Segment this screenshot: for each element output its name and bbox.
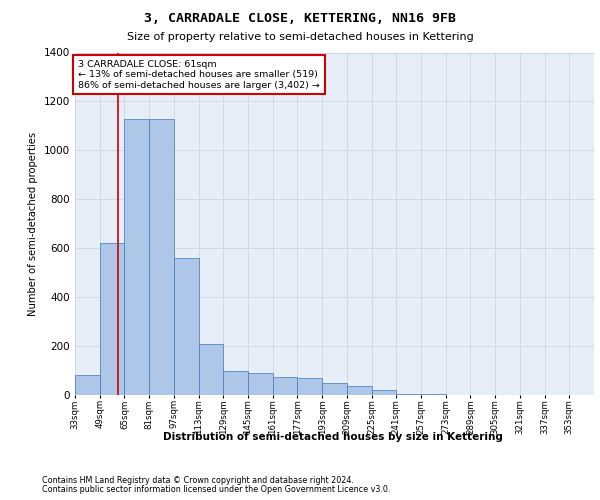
Bar (100, 244, 124, 395)
Text: Size of property relative to semi-detached houses in Kettering: Size of property relative to semi-detach… (127, 32, 473, 42)
Bar (396, 394, 421, 395)
Bar (322, 383, 347, 395)
Bar (421, 394, 446, 395)
Bar (273, 376, 298, 395)
Bar (149, 118, 174, 395)
Text: 3, CARRADALE CLOSE, KETTERING, NN16 9FB: 3, CARRADALE CLOSE, KETTERING, NN16 9FB (144, 12, 456, 26)
Bar (223, 370, 248, 395)
Text: Contains HM Land Registry data © Crown copyright and database right 2024.: Contains HM Land Registry data © Crown c… (42, 476, 354, 485)
Text: Distribution of semi-detached houses by size in Kettering: Distribution of semi-detached houses by … (163, 432, 503, 442)
Y-axis label: Number of semi-detached properties: Number of semi-detached properties (28, 132, 38, 316)
Bar (75, 376, 100, 395)
Text: 3 CARRADALE CLOSE: 61sqm
← 13% of semi-detached houses are smaller (519)
86% of : 3 CARRADALE CLOSE: 61sqm ← 13% of semi-d… (78, 60, 320, 90)
Bar (124, 118, 149, 395)
Bar (199, 344, 223, 395)
Text: Contains public sector information licensed under the Open Government Licence v3: Contains public sector information licen… (42, 485, 391, 494)
Bar (371, 390, 396, 395)
Bar (248, 373, 273, 395)
Bar (174, 258, 199, 395)
Bar (347, 386, 371, 395)
Bar (298, 378, 322, 395)
